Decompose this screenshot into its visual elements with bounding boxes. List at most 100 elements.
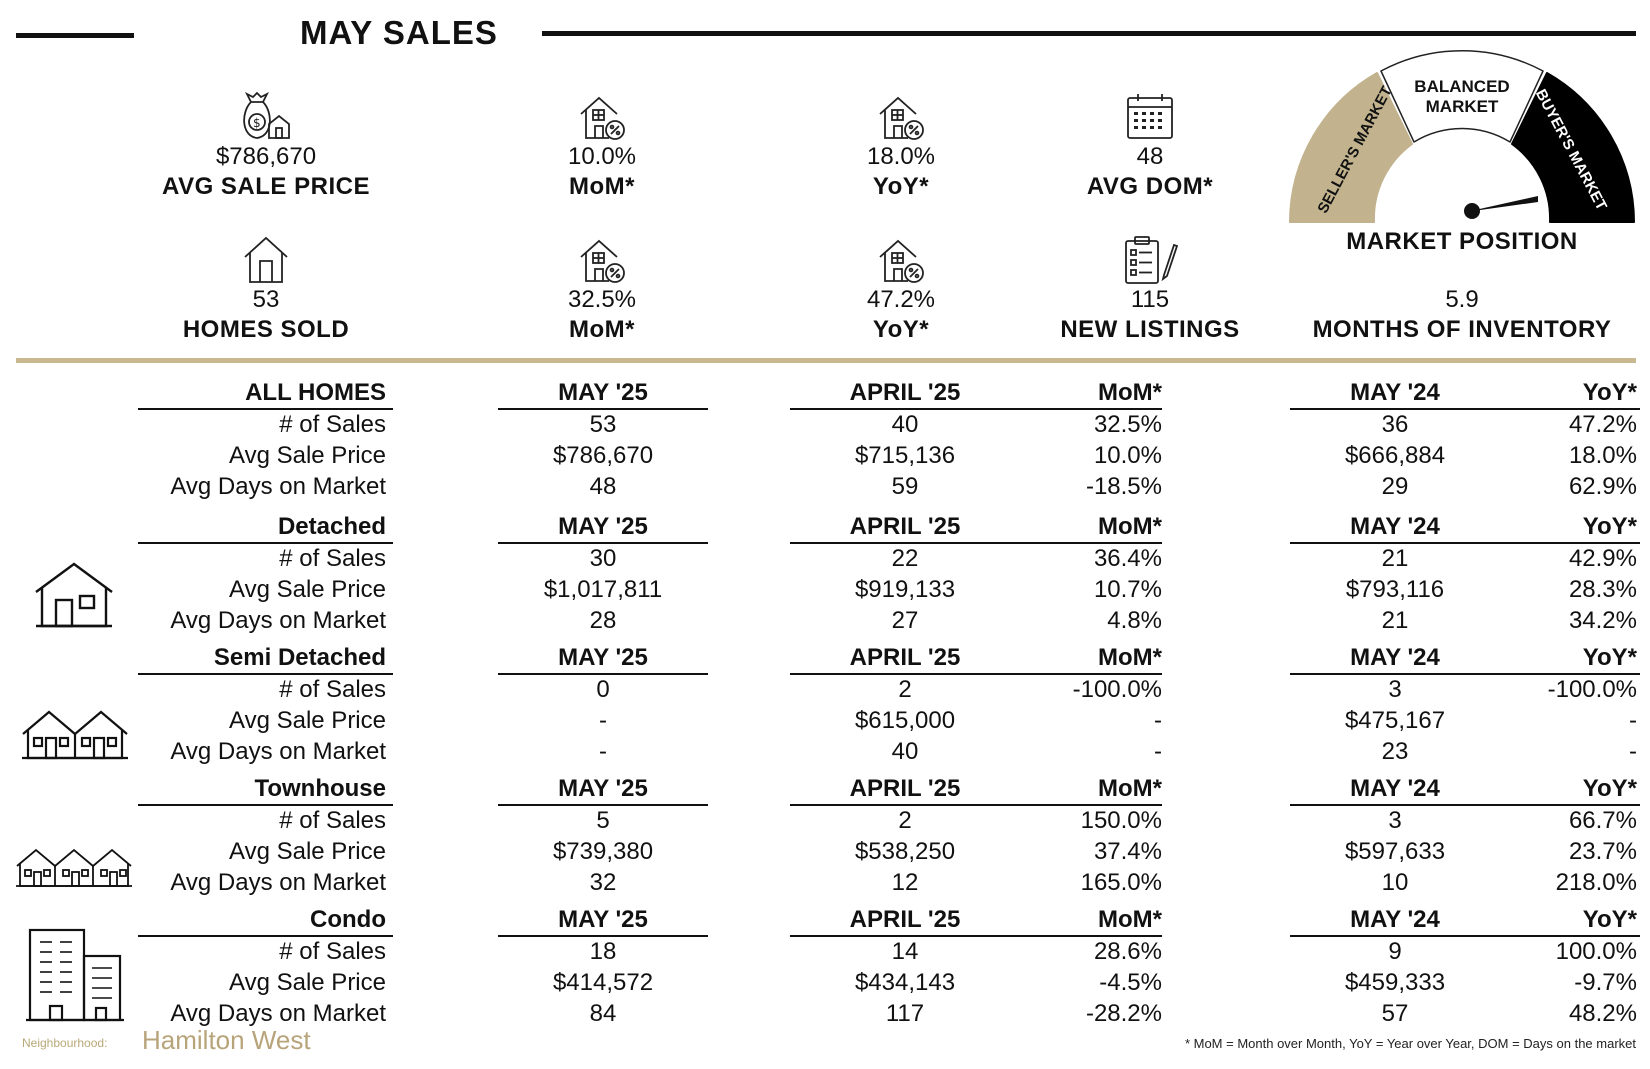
kpi-label: MoM*	[569, 173, 635, 200]
table-cell-cur: 5	[596, 807, 610, 834]
header-underline	[790, 542, 1162, 544]
table-cell-cur: -	[599, 738, 607, 765]
table-cell-mom: 36.4%	[1093, 545, 1162, 572]
detached-house-icon	[35, 562, 113, 628]
header-underline	[498, 804, 708, 806]
header-underline	[790, 408, 1162, 410]
kpi-yoy-price: 18.0% YoY*	[751, 86, 1051, 202]
table-cell-yoy: 66.7%	[1568, 807, 1637, 834]
kpi-label: NEW LISTINGS	[1060, 316, 1240, 343]
row-label: Avg Days on Market	[170, 607, 386, 634]
gauge-needle	[1466, 196, 1538, 212]
table-cell-cur: 30	[589, 545, 617, 572]
kpi-value: 53	[252, 286, 280, 313]
column-header-mom: MoM*	[1098, 775, 1162, 802]
townhouse-icon	[16, 848, 132, 887]
row-label: Avg Days on Market	[170, 1000, 386, 1027]
column-header-yoy: YoY*	[1582, 513, 1637, 540]
table-cell-mom: 32.5%	[1093, 411, 1162, 438]
table-cell-ly: 57	[1381, 1000, 1409, 1027]
kpi-label: MONTHS OF INVENTORY	[1312, 316, 1612, 343]
table-cell-yoy: 28.3%	[1568, 576, 1637, 603]
kpi-value: $786,670	[215, 143, 317, 170]
kpi-avg-dom: 48 AVG DOM*	[1000, 86, 1300, 202]
table-cell-mom: -4.5%	[1099, 969, 1162, 996]
table-cell-ly: 9	[1388, 938, 1402, 965]
table-cell-mom: -18.5%	[1085, 473, 1162, 500]
table-cell-cur: $786,670	[552, 442, 654, 469]
header-underline	[138, 804, 393, 806]
table-cell-yoy: 34.2%	[1568, 607, 1637, 634]
kpi-new-listings: 115 NEW LISTINGS	[1000, 229, 1300, 345]
row-label: Avg Days on Market	[170, 738, 386, 765]
table-cell-prev: 14	[891, 938, 919, 965]
kpi-value: 48	[1136, 143, 1164, 170]
kpi-label: AVG SALE PRICE	[162, 173, 370, 200]
table-cell-prev: 22	[891, 545, 919, 572]
table-cell-ly: $459,333	[1344, 969, 1446, 996]
table-cell-ly: 21	[1381, 545, 1409, 572]
kpi-yoy-sales: 47.2% YoY*	[751, 229, 1051, 345]
column-header-ly: MAY '24	[1350, 513, 1440, 540]
table-cell-mom: 10.7%	[1093, 576, 1162, 603]
table-cell-mom: -28.2%	[1085, 1000, 1162, 1027]
row-label: Avg Sale Price	[229, 442, 386, 469]
table-cell-mom: -	[1154, 738, 1162, 765]
clipboard-pencil-icon	[1000, 229, 1300, 285]
column-header-cur: MAY '25	[558, 513, 648, 540]
header-underline	[138, 408, 393, 410]
section-title: Detached	[277, 513, 386, 540]
table-cell-yoy: 62.9%	[1568, 473, 1637, 500]
table-cell-mom: 165.0%	[1080, 869, 1162, 896]
column-header-cur: MAY '25	[558, 379, 648, 406]
row-label: Avg Sale Price	[229, 838, 386, 865]
header-underline	[498, 673, 708, 675]
column-header-cur: MAY '25	[558, 906, 648, 933]
table-cell-mom: 28.6%	[1093, 938, 1162, 965]
row-label: # of Sales	[279, 807, 386, 834]
column-header-prev: APRIL '25	[849, 513, 961, 540]
footnote: * MoM = Month over Month, YoY = Year ove…	[1184, 1036, 1636, 1051]
table-cell-yoy: -	[1629, 738, 1637, 765]
kpi-label: YoY*	[872, 316, 930, 343]
column-header-mom: MoM*	[1098, 379, 1162, 406]
kpi-label: YoY*	[872, 173, 930, 200]
table-cell-mom: -	[1154, 707, 1162, 734]
table-cell-cur: 18	[589, 938, 617, 965]
column-header-prev: APRIL '25	[849, 906, 961, 933]
table-cell-ly: $793,116	[1345, 576, 1445, 603]
page-title: MAY SALES	[300, 14, 498, 51]
column-header-yoy: YoY*	[1582, 906, 1637, 933]
section-title: ALL HOMES	[245, 379, 386, 406]
table-cell-yoy: 100.0%	[1555, 938, 1637, 965]
header-underline	[1290, 804, 1640, 806]
kpi-value: 18.0%	[866, 143, 936, 170]
kpi-avg-sale-price: $ $786,670 AVG SALE PRICE	[116, 86, 416, 202]
kpi-homes-sold: 53 HOMES SOLD	[116, 229, 416, 345]
column-header-ly: MAY '24	[1350, 379, 1440, 406]
header-underline	[138, 673, 393, 675]
row-label: Avg Sale Price	[229, 969, 386, 996]
table-cell-cur: $739,380	[552, 838, 654, 865]
column-header-ly: MAY '24	[1350, 775, 1440, 802]
header-underline	[498, 935, 708, 937]
kpi-value: 47.2%	[866, 286, 936, 313]
row-label: # of Sales	[279, 545, 386, 572]
column-header-cur: MAY '25	[558, 644, 648, 671]
table-cell-cur: 0	[596, 676, 610, 703]
kpi-label: AVG DOM*	[1086, 173, 1214, 200]
table-cell-prev: $615,000	[854, 707, 956, 734]
table-cell-cur: 53	[589, 411, 617, 438]
header-underline	[790, 935, 1162, 937]
table-cell-mom: 150.0%	[1080, 807, 1162, 834]
table-cell-ly: 21	[1381, 607, 1409, 634]
table-cell-yoy: 48.2%	[1568, 1000, 1637, 1027]
table-cell-prev: $919,133	[854, 576, 956, 603]
table-cell-ly: 23	[1381, 738, 1409, 765]
kpi-mom-sales: 32.5% MoM*	[452, 229, 752, 345]
table-cell-prev: 2	[898, 676, 912, 703]
section-divider	[16, 358, 1636, 363]
table-cell-prev: 40	[891, 738, 919, 765]
neighbourhood-name: Hamilton West	[142, 1025, 311, 1055]
row-label: # of Sales	[279, 411, 386, 438]
